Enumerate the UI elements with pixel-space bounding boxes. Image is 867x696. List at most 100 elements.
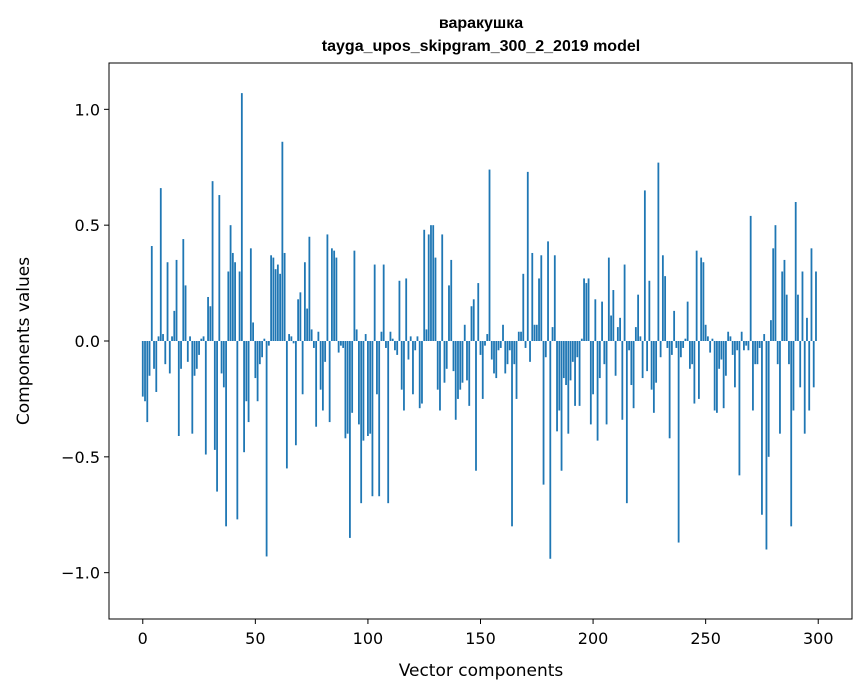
bar (281, 141, 284, 341)
x-tick-label: 150 (465, 629, 496, 648)
bar (763, 334, 766, 341)
bar (560, 341, 563, 471)
bar (254, 341, 257, 379)
bar (234, 262, 236, 341)
bar (335, 257, 338, 341)
bar (691, 341, 694, 365)
bar (720, 341, 723, 360)
bar (544, 341, 547, 358)
bar (801, 271, 804, 341)
bar (761, 341, 763, 515)
bar (247, 341, 250, 423)
bar (364, 334, 367, 341)
bar (423, 229, 426, 341)
bar (412, 341, 414, 395)
bar (542, 341, 545, 485)
bar (567, 341, 570, 434)
bar (616, 327, 619, 341)
bar (513, 341, 516, 365)
bar (288, 334, 291, 341)
bar (340, 341, 342, 346)
bar (432, 225, 435, 341)
bar (520, 331, 522, 341)
bar (299, 292, 302, 341)
bar (664, 276, 667, 341)
bar (450, 259, 453, 341)
bar (301, 341, 304, 395)
bar (670, 341, 673, 355)
y-axis-label: Components values (14, 257, 34, 425)
bar (312, 341, 315, 348)
bar (740, 331, 743, 341)
bar (328, 341, 331, 423)
bar (684, 338, 687, 341)
bar (461, 341, 464, 383)
bar (479, 341, 482, 355)
bar (625, 341, 628, 504)
bar (657, 162, 660, 341)
bar (209, 306, 212, 341)
bar (603, 341, 606, 365)
bar (743, 341, 745, 351)
y-tick-label: −0.5 (61, 448, 100, 467)
bar (637, 294, 640, 341)
x-axis-ticks: 0 50 100 150 200 250 300 (138, 619, 834, 648)
bar (535, 324, 538, 341)
bar (283, 252, 286, 341)
bar (231, 252, 234, 341)
bar (693, 341, 696, 404)
bar (378, 341, 381, 497)
bar (553, 255, 556, 341)
bar (150, 246, 153, 341)
bar (193, 341, 196, 376)
bar (360, 341, 363, 504)
x-tick-label: 50 (245, 629, 265, 648)
bar (661, 255, 664, 341)
bar (436, 341, 439, 390)
bar (353, 250, 356, 341)
x-axis-label: Vector components (399, 661, 564, 681)
bar (531, 252, 534, 341)
bar (258, 341, 261, 365)
bar (576, 341, 579, 358)
bar (204, 341, 207, 455)
bar (198, 341, 200, 355)
bar (722, 341, 725, 409)
bar (153, 341, 155, 369)
bar (729, 336, 732, 341)
chart-subtitle: tayga_upos_skipgram_300_2_2019 model (322, 38, 640, 55)
bar (371, 341, 374, 497)
bar (213, 341, 216, 450)
bar (734, 341, 736, 388)
bar (216, 341, 218, 492)
bar (652, 341, 655, 413)
bar (290, 336, 293, 341)
bar (790, 341, 793, 527)
bar (457, 341, 459, 399)
bar (443, 341, 446, 383)
bar (648, 280, 651, 341)
bar (270, 255, 273, 341)
bar (182, 239, 185, 341)
bar (171, 336, 173, 341)
bar (321, 341, 324, 411)
bar (704, 324, 707, 341)
bar (592, 341, 594, 395)
bar (243, 341, 245, 453)
bar (454, 341, 457, 420)
bar (184, 285, 187, 341)
bar (308, 236, 311, 341)
bar (504, 341, 507, 374)
bar (389, 331, 392, 341)
bar (180, 341, 182, 369)
bar (605, 341, 608, 425)
bar (781, 271, 784, 341)
bar (441, 234, 444, 341)
bar (175, 259, 178, 341)
bar (522, 273, 525, 341)
bar (344, 341, 347, 439)
bar (578, 341, 581, 406)
bar (497, 341, 500, 351)
bar (472, 299, 475, 341)
bar (355, 329, 358, 341)
